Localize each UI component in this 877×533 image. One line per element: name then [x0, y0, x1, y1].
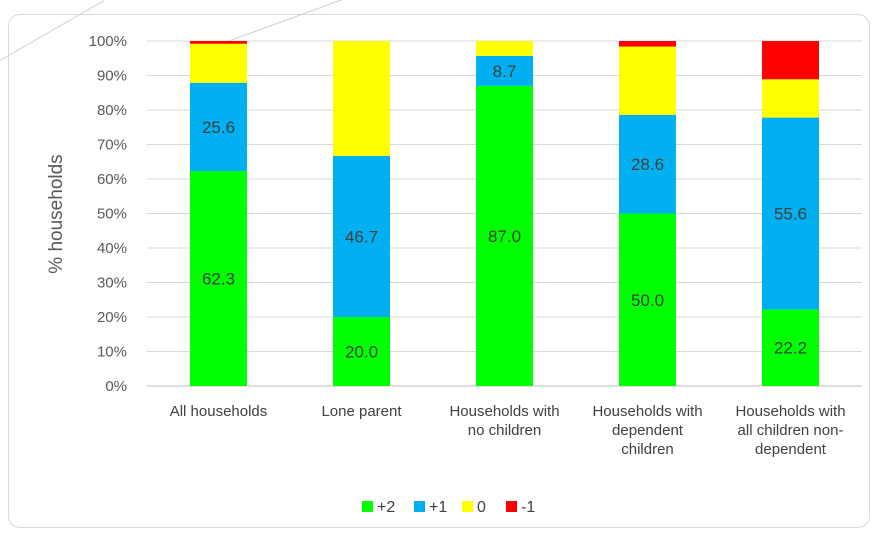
bar-segment [190, 41, 247, 44]
y-axis-ticks: 0% 10% 20% 30% 40% 50% 60% 70% 80% 90% 100% [89, 33, 127, 395]
legend-label: 0 [477, 499, 486, 516]
bar-segment [762, 309, 819, 386]
category-label: Households with dependent children [592, 403, 702, 458]
bar-segment [333, 155, 390, 317]
data-label: 87.0 [488, 227, 521, 246]
category-label: Lone parent [321, 403, 402, 420]
category-label: Households with all children non-dependen… [735, 403, 845, 458]
y-tick-label: 30% [97, 275, 127, 292]
category-label: All households [170, 403, 268, 420]
data-label: 62.3 [202, 270, 235, 289]
legend-label: +1 [429, 499, 447, 516]
bar-segment [619, 46, 676, 115]
y-tick-label: 90% [97, 68, 127, 85]
legend-swatch [462, 501, 473, 512]
y-tick-label: 40% [97, 240, 127, 257]
bar-segment [476, 85, 533, 386]
y-tick-label: 100% [89, 33, 127, 50]
bar-segment [190, 82, 247, 172]
bar-segment [333, 41, 390, 156]
data-label: 8.7 [493, 62, 517, 81]
data-label: 20.0 [345, 343, 378, 362]
data-label: 46.7 [345, 227, 378, 246]
y-axis-label: % households [46, 154, 67, 273]
bar-segment [762, 41, 819, 80]
y-tick-label: 70% [97, 137, 127, 154]
data-label: 55.6 [774, 205, 807, 224]
chart-frame [8, 14, 870, 528]
category-labels: All households Lone parent Households with… [170, 403, 846, 458]
bar-segment [762, 117, 819, 310]
data-labels: 62.3 25.6 20.0 46.7 87.0 8.7 50.0 28.6 22.2 55.6 [202, 62, 807, 362]
bar-segment [619, 213, 676, 386]
bar-segment [476, 55, 533, 86]
bar-segment [619, 114, 676, 214]
data-label: 50.0 [631, 291, 664, 310]
bar-segment [333, 317, 390, 386]
y-tick-label: 60% [97, 171, 127, 188]
legend: +2 +1 0 -1 [362, 499, 535, 516]
bars [190, 41, 819, 386]
y-tick-label: 80% [97, 102, 127, 119]
y-tick-label: 50% [97, 206, 127, 223]
legend-label: -1 [521, 499, 535, 516]
legend-swatch [362, 501, 373, 512]
y-tick-label: 20% [97, 309, 127, 326]
legend-swatch [414, 501, 425, 512]
data-label: 25.6 [202, 118, 235, 137]
bar-segment [190, 43, 247, 83]
y-tick-label: 0% [105, 378, 127, 395]
data-label: 28.6 [631, 155, 664, 174]
bar-segment [762, 79, 819, 118]
y-tick-label: 10% [97, 344, 127, 361]
legend-swatch [506, 501, 517, 512]
bar-segment [619, 41, 676, 47]
data-label: 22.2 [774, 339, 807, 358]
bar-segment [190, 171, 247, 386]
bar-segment [476, 41, 533, 56]
category-label: Households with no children [449, 403, 559, 439]
legend-label: +2 [377, 499, 395, 516]
